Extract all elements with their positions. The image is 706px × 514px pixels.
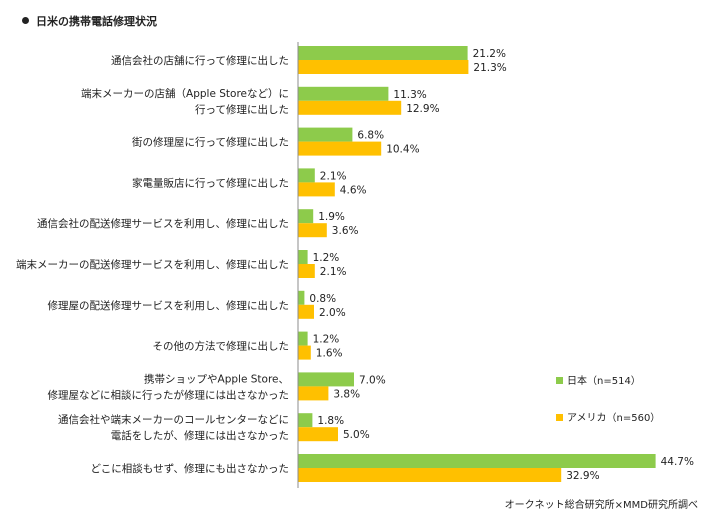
chart-title: 日米の携帯電話修理状況 — [22, 13, 157, 29]
bar-usa — [298, 182, 335, 197]
category-label: 家電量販店に行って修理に出した — [132, 176, 289, 189]
bar-japan — [298, 250, 308, 264]
data-label-japan: 2.1% — [320, 170, 347, 182]
bar-usa — [298, 223, 327, 238]
legend-swatch-japan — [556, 377, 563, 384]
category-label: 端末メーカーの店舗（Apple Storeなど）に — [81, 87, 289, 100]
bar-japan — [298, 168, 315, 183]
bar-usa — [298, 100, 402, 115]
data-label-usa: 3.8% — [333, 388, 360, 400]
category-label: 修理屋の配送修理サービスを利用し、修理に出した — [48, 299, 290, 312]
bar-usa — [298, 468, 562, 482]
legend-swatch-usa — [556, 414, 563, 421]
data-label-japan: 0.8% — [309, 293, 336, 305]
source-note: オークネット総合研究所×MMD研究所調べ — [504, 500, 698, 511]
bar-japan — [298, 209, 314, 224]
bar-usa — [298, 60, 469, 74]
bar-usa — [298, 141, 382, 156]
data-label-usa: 12.9% — [406, 103, 439, 115]
category-label: 通信会社の配送修理サービスを利用し、修理に出した — [37, 217, 289, 230]
data-label-usa: 2.1% — [320, 266, 347, 278]
category-label: その他の方法で修理に出した — [153, 340, 290, 353]
bullet-icon — [22, 17, 29, 24]
data-label-japan: 44.7% — [661, 456, 694, 468]
bar-japan — [298, 331, 308, 346]
legend-label-japan: 日本（n=514） — [567, 376, 641, 387]
category-label: 携帯ショップやApple Store、 — [144, 372, 289, 385]
chart-title-text: 日米の携帯電話修理状況 — [36, 15, 157, 28]
bar-japan — [298, 46, 468, 60]
category-label: 端末メーカーの配送修理サービスを利用し、修理に出した — [16, 258, 289, 271]
data-label-japan: 21.2% — [473, 48, 506, 60]
data-label-japan: 1.9% — [318, 211, 345, 223]
bar-usa — [298, 386, 329, 401]
data-label-usa: 2.0% — [319, 307, 346, 319]
data-label-japan: 1.2% — [313, 252, 340, 264]
category-label: 街の修理屋に行って修理に出した — [132, 136, 289, 149]
data-label-usa: 10.4% — [386, 144, 419, 156]
data-label-japan: 7.0% — [359, 374, 386, 386]
bar-japan — [298, 454, 656, 468]
legend-item-japan: 日本（n=514） — [556, 372, 641, 387]
data-label-japan: 1.2% — [313, 334, 340, 346]
data-label-usa: 4.6% — [340, 184, 367, 196]
legend-label-usa: アメリカ（n=560） — [567, 413, 661, 424]
bar-japan — [298, 127, 353, 142]
data-label-usa: 3.6% — [332, 225, 359, 237]
bar-usa — [298, 304, 314, 319]
data-label-japan: 1.8% — [317, 415, 344, 427]
data-label-japan: 6.8% — [357, 130, 384, 142]
data-label-usa: 21.3% — [473, 62, 506, 74]
bar-usa — [298, 345, 311, 360]
category-label: 通信会社や端末メーカーのコールセンターなどに — [58, 413, 289, 426]
data-label-japan: 11.3% — [393, 89, 426, 101]
bar-japan — [298, 86, 389, 101]
bar-usa — [298, 264, 315, 278]
category-label: 修理屋などに相談に行ったが修理には出さなかった — [48, 388, 290, 401]
data-label-usa: 1.6% — [316, 348, 343, 360]
data-label-usa: 32.9% — [566, 470, 599, 482]
bar-usa — [298, 427, 338, 442]
data-label-usa: 5.0% — [343, 429, 370, 441]
category-label: 電話をしたが、修理には出さなかった — [111, 429, 289, 442]
category-label: 通信会社の店舗に行って修理に出した — [111, 54, 289, 67]
category-label: どこに相談もせず、修理にも出さなかった — [91, 462, 289, 475]
category-label: 行って修理に出した — [195, 103, 289, 116]
bar-japan — [298, 290, 305, 305]
bar-japan — [298, 372, 354, 387]
bar-japan — [298, 413, 313, 428]
legend-item-usa: アメリカ（n=560） — [556, 409, 660, 424]
